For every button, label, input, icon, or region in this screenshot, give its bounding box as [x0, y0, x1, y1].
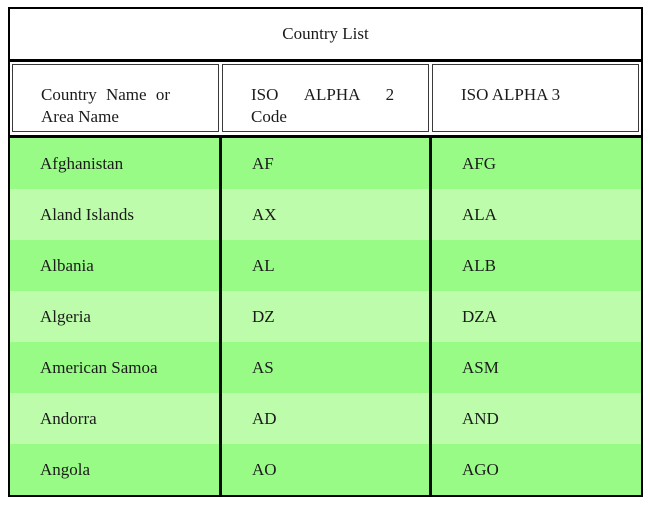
- column-header-iso-alpha3: ISO ALPHA 3: [432, 64, 639, 132]
- country-name-cell: Aland Islands: [40, 204, 134, 224]
- column-header-line: ISO ALPHA 2: [251, 85, 395, 104]
- alpha3-cell: ALB: [429, 240, 641, 291]
- country-name-cell: Andorra: [40, 408, 97, 428]
- column-header-country-name: Country Name or Area Name: [12, 64, 219, 132]
- country-name-cell: Algeria: [40, 306, 91, 326]
- country-name-cell: American Samoa: [40, 357, 158, 377]
- column-header-line: Area Name: [41, 107, 119, 126]
- column-header-line: ISO ALPHA 3: [461, 85, 561, 104]
- alpha2-cell: AD: [219, 393, 429, 444]
- column-header-iso-alpha2: ISO ALPHA 2 Code: [222, 64, 429, 132]
- table-title: Country List: [282, 24, 369, 43]
- country-name-cell: Angola: [40, 459, 91, 479]
- alpha3-cell: ALA: [429, 189, 641, 240]
- table-row: Algeria DZ DZA: [10, 291, 641, 342]
- column-header-line: Code: [251, 107, 287, 126]
- table-row: American Samoa AS ASM: [10, 342, 641, 393]
- table-row: Afghanistan AF AFG: [10, 138, 641, 189]
- table-row: Aland Islands AX ALA: [10, 189, 641, 240]
- column-header-row: Country Name or Area Name ISO ALPHA 2 Co…: [10, 62, 641, 135]
- country-name-cell: Afghanistan: [40, 153, 124, 173]
- country-name-cell: Albania: [40, 255, 94, 275]
- column-header-line: Country Name or: [41, 85, 170, 104]
- alpha3-cell: ASM: [429, 342, 641, 393]
- alpha3-cell: AGO: [429, 444, 641, 495]
- alpha3-cell: DZA: [429, 291, 641, 342]
- table-body: Afghanistan AF AFG Aland Islands AX ALA …: [10, 135, 641, 495]
- alpha2-cell: AX: [219, 189, 429, 240]
- table-row: Andorra AD AND: [10, 393, 641, 444]
- alpha2-cell: DZ: [219, 291, 429, 342]
- table-title-row: Country List: [10, 9, 641, 62]
- alpha3-cell: AFG: [429, 138, 641, 189]
- table-row: Angola AO AGO: [10, 444, 641, 495]
- alpha2-cell: AF: [219, 138, 429, 189]
- country-list-table: Country List Country Name or Area Name I…: [8, 7, 643, 497]
- alpha2-cell: AS: [219, 342, 429, 393]
- alpha3-cell: AND: [429, 393, 641, 444]
- alpha2-cell: AO: [219, 444, 429, 495]
- alpha2-cell: AL: [219, 240, 429, 291]
- table-row: Albania AL ALB: [10, 240, 641, 291]
